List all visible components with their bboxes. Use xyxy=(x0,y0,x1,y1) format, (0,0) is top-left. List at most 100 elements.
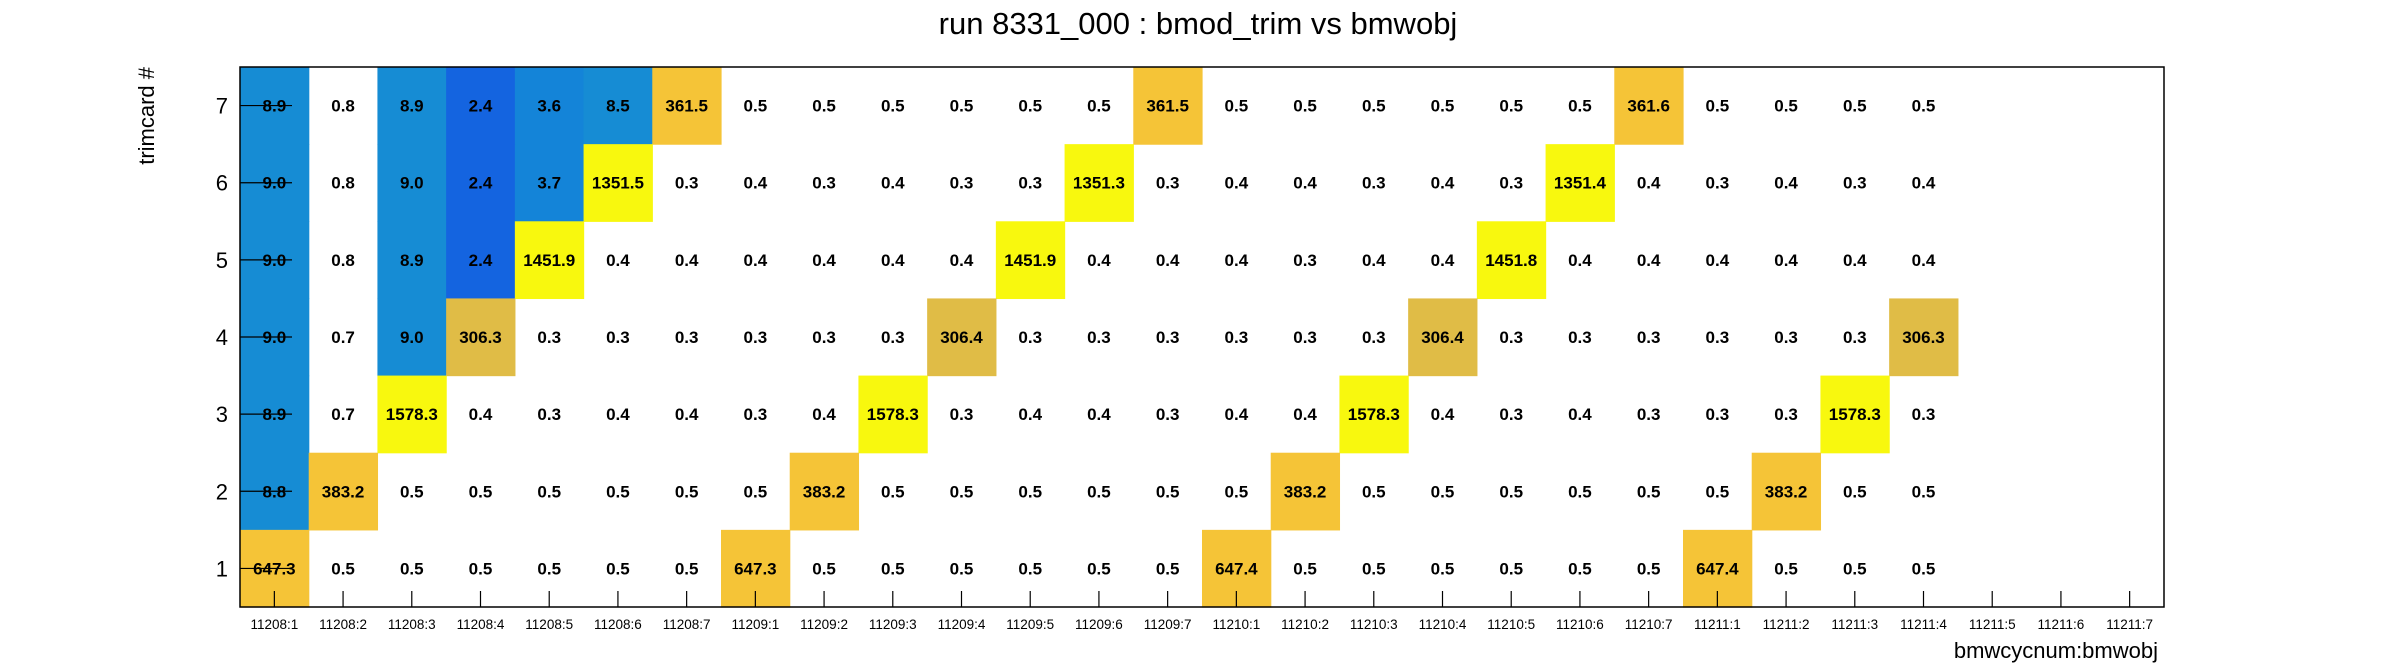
cell-value-label: 361.5 xyxy=(665,97,708,116)
cell-value-label: 0.8 xyxy=(331,251,355,270)
heatmap-cell xyxy=(1270,452,1341,531)
cell-value-label: 0.5 xyxy=(1774,559,1798,578)
cell-value-label: 0.5 xyxy=(606,559,630,578)
x-tick-label: 11210:1 xyxy=(1212,617,1260,632)
cell-value-label: 0.3 xyxy=(537,405,561,424)
cell-value-label: 0.8 xyxy=(331,174,355,193)
cell-value-label: 0.3 xyxy=(1362,328,1386,347)
heatmap-cell xyxy=(1751,452,1822,531)
heatmap-cell xyxy=(1889,298,1959,377)
cell-value-label: 0.5 xyxy=(1499,97,1523,116)
cell-value-label: 8.5 xyxy=(606,97,630,116)
y-tick-label: 1 xyxy=(216,556,228,581)
cell-value-label: 9.0 xyxy=(400,328,424,347)
cell-value-label: 0.5 xyxy=(1087,482,1111,501)
cell-value-label: 0.5 xyxy=(812,559,836,578)
cell-value-label: 383.2 xyxy=(1765,482,1808,501)
x-tick-label: 11209:2 xyxy=(800,617,848,632)
x-tick-label: 11210:2 xyxy=(1281,617,1329,632)
cell-value-label: 0.3 xyxy=(1843,328,1867,347)
heatmap-cell xyxy=(1545,144,1615,222)
heatmap-cell xyxy=(1064,144,1134,222)
cell-value-label: 0.4 xyxy=(1912,174,1936,193)
cell-value-label: 0.5 xyxy=(537,559,561,578)
heatmap-cell xyxy=(583,67,653,145)
heatmap-cell xyxy=(1133,67,1203,145)
cell-value-label: 0.3 xyxy=(950,174,974,193)
cell-value-label: 361.5 xyxy=(1146,97,1189,116)
x-tick-label: 11211:5 xyxy=(1969,617,2016,632)
cell-value-label: 0.3 xyxy=(950,405,974,424)
heatmap-cell xyxy=(789,452,860,531)
heatmap-cell xyxy=(858,375,928,454)
heatmap-cell xyxy=(652,67,722,145)
cell-value-label: 0.3 xyxy=(1362,174,1386,193)
heatmap-cell xyxy=(377,67,447,145)
cell-value-label: 0.4 xyxy=(606,405,630,424)
cell-value-label: 0.4 xyxy=(1706,251,1730,270)
cell-value-label: 0.3 xyxy=(744,328,768,347)
cell-value-label: 0.5 xyxy=(1018,559,1042,578)
cell-value-label: 0.5 xyxy=(675,482,699,501)
y-tick-label: 7 xyxy=(216,94,228,119)
cell-value-label: 0.5 xyxy=(744,97,768,116)
cell-value-label: 0.4 xyxy=(1018,405,1042,424)
cell-value-label: 0.5 xyxy=(1362,482,1386,501)
cell-value-label: 0.3 xyxy=(1156,405,1180,424)
cell-value-label: 0.5 xyxy=(1912,97,1936,116)
y-axis-title: trimcard # xyxy=(134,66,159,165)
cell-value-label: 0.3 xyxy=(1499,405,1523,424)
cell-value-label: 0.4 xyxy=(469,405,493,424)
cell-value-label: 0.4 xyxy=(812,405,836,424)
x-tick-label: 11208:5 xyxy=(525,617,573,632)
cell-value-label: 0.5 xyxy=(950,559,974,578)
cell-value-label: 0.5 xyxy=(400,559,424,578)
cell-value-label: 0.5 xyxy=(1706,482,1730,501)
cell-value-label: 0.4 xyxy=(1087,405,1111,424)
cell-value-label: 0.4 xyxy=(881,174,905,193)
x-axis-title: bmwcycnum:bmwobj xyxy=(1954,638,2158,663)
cell-value-label: 0.4 xyxy=(1843,251,1867,270)
x-tick-label: 11208:3 xyxy=(388,617,436,632)
cell-value-label: 0.3 xyxy=(1706,328,1730,347)
x-tick-label: 11211:1 xyxy=(1694,617,1741,632)
x-tick-label: 11209:1 xyxy=(731,617,779,632)
cell-value-label: 0.3 xyxy=(1499,328,1523,347)
cell-value-label: 306.3 xyxy=(1902,328,1945,347)
heatmap-cell xyxy=(1614,67,1684,145)
cell-value-label: 0.5 xyxy=(1637,559,1661,578)
cell-value-label: 0.5 xyxy=(881,97,905,116)
cell-value-label: 0.3 xyxy=(1018,328,1042,347)
cell-value-label: 0.5 xyxy=(950,97,974,116)
cell-value-label: 0.5 xyxy=(1362,559,1386,578)
heatmap-cell xyxy=(1408,298,1478,377)
cell-value-label: 0.3 xyxy=(812,328,836,347)
heatmap-cell xyxy=(1339,375,1409,454)
cell-value-label: 0.4 xyxy=(1293,405,1317,424)
cell-value-label: 0.3 xyxy=(675,174,699,193)
cell-value-label: 1351.3 xyxy=(1073,174,1125,193)
x-tick-label: 11208:6 xyxy=(594,617,642,632)
cell-value-label: 0.5 xyxy=(469,482,493,501)
cell-value-label: 0.3 xyxy=(1706,174,1730,193)
y-tick-label: 6 xyxy=(216,171,228,196)
cell-value-label: 0.5 xyxy=(1568,97,1592,116)
x-tick-label: 11209:5 xyxy=(1006,617,1054,632)
cell-value-label: 0.5 xyxy=(1087,559,1111,578)
cell-value-label: 0.3 xyxy=(1912,405,1936,424)
cell-value-label: 0.4 xyxy=(675,405,699,424)
cell-value-label: 0.3 xyxy=(1499,174,1523,193)
cell-value-label: 1578.3 xyxy=(1348,405,1400,424)
cell-value-label: 0.5 xyxy=(1568,482,1592,501)
cell-value-label: 0.5 xyxy=(881,482,905,501)
y-tick-label: 2 xyxy=(216,479,228,504)
x-tick-label: 11209:7 xyxy=(1144,617,1192,632)
cell-value-label: 0.4 xyxy=(1774,174,1798,193)
x-tick-label: 11208:2 xyxy=(319,617,367,632)
cell-value-label: 0.5 xyxy=(1087,97,1111,116)
cell-value-label: 1451.8 xyxy=(1485,251,1537,270)
x-tick-label: 11209:6 xyxy=(1075,617,1123,632)
cell-value-label: 0.4 xyxy=(1225,251,1249,270)
heatmap-cell xyxy=(583,144,653,222)
cell-value-label: 0.5 xyxy=(1912,559,1936,578)
